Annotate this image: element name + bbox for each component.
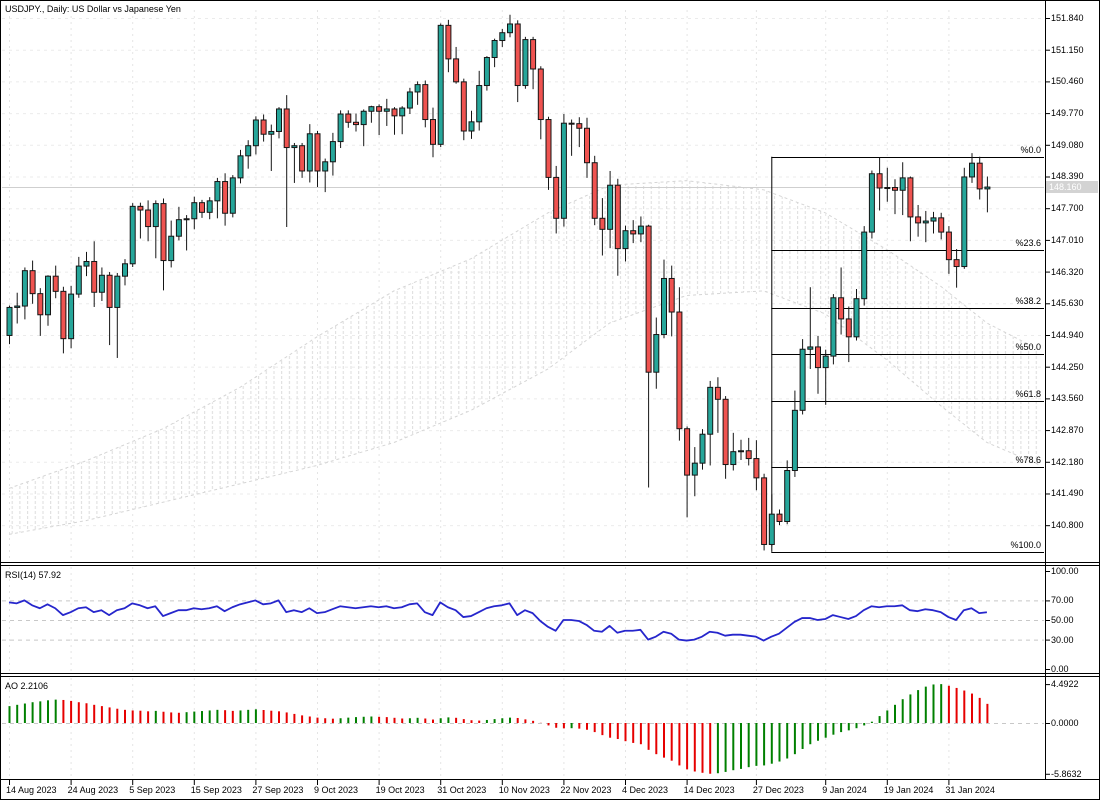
fib-level-label: %0.0: [1020, 144, 1041, 155]
ao-panel[interactable]: [1, 678, 1045, 779]
price-axis-label: 143.560: [1051, 393, 1084, 404]
price-axis-label: 144.250: [1051, 361, 1084, 372]
price-axis-border: [1045, 1, 1046, 780]
date-axis-label: 4 Dec 2023: [622, 785, 669, 795]
rsi-axis-label: 100.00: [1051, 566, 1079, 576]
date-axis-label: 27 Sep 2023: [252, 785, 304, 795]
price-axis-label: 151.840: [1051, 13, 1084, 23]
ichimoku-cloud: [8, 180, 1042, 535]
price-axis-label: 142.870: [1051, 425, 1084, 436]
fib-level-label: %23.6: [1015, 237, 1041, 248]
price-axis-label: 149.770: [1051, 108, 1084, 119]
rsi-axis-label: 50.00: [1051, 615, 1074, 625]
date-axis-label: 19 Jan 2024: [883, 785, 934, 795]
date-axis-label: 22 Nov 2023: [560, 785, 612, 795]
price-axis-label: 142.180: [1051, 456, 1084, 467]
panel-splitter-rsi[interactable]: [1, 562, 1099, 566]
fibonacci-retracement[interactable]: [771, 156, 1044, 553]
rsi-line: [8, 599, 988, 642]
rsi-axis-label: 30.00: [1051, 634, 1074, 645]
fib-level-label: %100.0: [1010, 539, 1041, 550]
rsi-axis-label: 70.00: [1051, 595, 1074, 606]
ao-indicator-label: AO 2.2106: [5, 681, 49, 691]
date-axis-border: [1, 779, 1099, 780]
date-axis-label: 31 Oct 2023: [437, 785, 487, 795]
date-axis-label: 31 Jan 2024: [945, 785, 995, 795]
price-axis-label: 144.940: [1051, 329, 1084, 340]
chart-title: USDJPY., Daily: US Dollar vs Japanese Ye…: [5, 4, 181, 14]
candlesticks: [6, 14, 991, 551]
date-axis-label: 27 Dec 2023: [752, 785, 804, 795]
date-axis-label: 5 Sep 2023: [129, 785, 176, 795]
fib-level-label: %78.6: [1015, 455, 1041, 466]
date-axis-label: 9 Jan 2024: [822, 785, 867, 795]
price-axis-label: 147.700: [1051, 203, 1084, 214]
price-axis-label: 140.800: [1051, 520, 1084, 531]
ao-axis-label: 4.4922: [1051, 679, 1079, 690]
date-axis-label: 24 Aug 2023: [67, 785, 119, 795]
date-axis-label: 10 Nov 2023: [498, 785, 550, 795]
rsi-axis-label: 0.00: [1051, 664, 1069, 674]
fib-level-label: %38.2: [1015, 295, 1041, 306]
price-axis-label: 146.320: [1051, 266, 1084, 277]
ao-histogram: [8, 684, 989, 774]
price-axis-label: 151.150: [1051, 44, 1084, 55]
date-axis-label: 15 Sep 2023: [190, 785, 242, 795]
panel-splitter-ao[interactable]: [1, 673, 1099, 677]
main-chart-panel[interactable]: [1, 10, 1045, 562]
price-axis-label: 141.490: [1051, 488, 1084, 499]
fib-level-label: %50.0: [1015, 342, 1041, 353]
ao-axis-label: 0.0000: [1051, 718, 1079, 728]
date-axis-label: 14 Aug 2023: [6, 785, 57, 795]
ao-axis-label: -5.8632: [1051, 768, 1082, 779]
price-axis-label: 149.080: [1051, 139, 1084, 150]
rsi-indicator-label: RSI(14) 57.92: [5, 570, 62, 580]
date-axis-label: 9 Oct 2023: [314, 785, 359, 795]
date-axis-label: 19 Oct 2023: [375, 785, 425, 795]
current-price-tag: 148.160: [1046, 181, 1098, 193]
price-axis-label: 150.460: [1051, 76, 1084, 87]
price-axis-label: 148.390: [1051, 171, 1084, 182]
date-axis-label: 14 Dec 2023: [683, 785, 735, 795]
price-axis-label: 145.630: [1051, 298, 1084, 309]
price-axis-label: 147.010: [1051, 234, 1084, 245]
rsi-panel[interactable]: [1, 567, 1045, 673]
fib-level-label: %61.8: [1015, 388, 1041, 399]
